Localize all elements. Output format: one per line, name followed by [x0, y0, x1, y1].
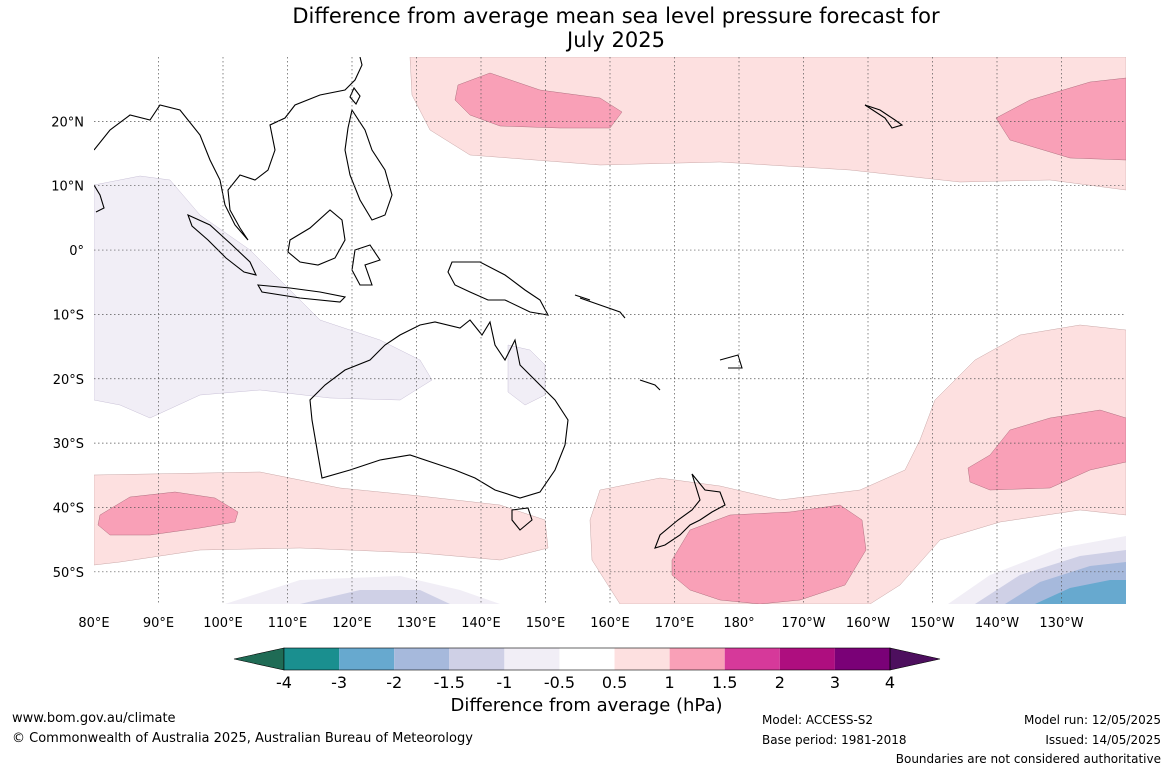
- latitude-label: 20°S: [53, 373, 84, 388]
- colorbar-title: Difference from average (hPa): [450, 695, 723, 716]
- latitude-label: 40°S: [53, 501, 84, 516]
- colorbar-swatch: [284, 648, 340, 670]
- new-zealand-coastline: [654, 473, 726, 549]
- longitude-label: 80°E: [78, 616, 109, 631]
- colorbar-tick-label: -3: [331, 673, 347, 692]
- colorbar-swatch: [394, 648, 450, 670]
- latitude-label: 50°S: [53, 566, 84, 581]
- sumatra-coastline: [187, 213, 257, 276]
- longitude-label: 160°E: [590, 616, 630, 631]
- colorbar-tick-label: 0.5: [602, 673, 627, 692]
- anomaly-region-positive-north: [409, 57, 1126, 191]
- latitude-labels: 20°N 10°N 0° 10°S 20°S 30°S 40°S 50°S: [51, 115, 84, 580]
- australia-coastline: [309, 319, 569, 499]
- anomaly-region-north-west-core: [454, 72, 623, 129]
- anomaly-region-south-west-core: [97, 491, 239, 536]
- colorbar-swatch: [504, 648, 560, 670]
- base-period-text: Base period: 1981-2018: [762, 733, 907, 747]
- latitude-label: 10°S: [53, 308, 84, 323]
- java-coastline: [256, 284, 347, 303]
- title-line-1: Difference from average mean sea level p…: [292, 4, 940, 28]
- new-guinea-coastline: [447, 261, 550, 316]
- issued-text: Issued: 14/05/2025: [1045, 733, 1161, 747]
- longitude-label: 150°W: [910, 616, 954, 631]
- colorbar-swatch: [779, 648, 835, 670]
- taiwan-coastline: [349, 86, 361, 105]
- longitude-label: 130°E: [397, 616, 437, 631]
- sulawesi-coastline: [351, 244, 381, 286]
- colorbar-frame: [283, 647, 891, 671]
- colorbar-tick-label: 4: [885, 673, 895, 692]
- anomaly-region-tasman-core: [671, 504, 867, 604]
- colorbar-swatch: [669, 648, 725, 670]
- anomaly-region-south-east-negative-4: [1035, 580, 1126, 604]
- colorbar-tick-label: 2: [775, 673, 785, 692]
- graticule: [94, 57, 1126, 604]
- longitude-label: 130°W: [1039, 616, 1083, 631]
- longitude-label: 120°E: [332, 616, 372, 631]
- colorbar-tick-label: 3: [830, 673, 840, 692]
- colorbar: -4 -3 -2 -1.5 -1 -0.5 0.5 1 1.5 2 3 4: [233, 647, 941, 692]
- model-run-text: Model run: 12/05/2025: [1023, 713, 1161, 727]
- longitude-label: 140°W: [975, 616, 1019, 631]
- anomaly-region-south-negative-2: [300, 590, 450, 604]
- colorbar-swatch: [614, 648, 670, 670]
- colorbar-swatch: [834, 648, 890, 670]
- longitude-label: 150°E: [526, 616, 566, 631]
- longitude-label: 180°: [723, 616, 754, 631]
- longitude-label: 100°E: [203, 616, 243, 631]
- colorbar-tick-label: 1: [665, 673, 675, 692]
- colorbar-swatch: [449, 648, 505, 670]
- longitude-label: 90°E: [143, 616, 174, 631]
- colorbar-swatch: [724, 648, 780, 670]
- anomaly-region-south-east-core: [967, 409, 1126, 491]
- colorbar-tick-label: -1.5: [434, 673, 465, 692]
- longitude-label: 160°W: [846, 616, 890, 631]
- longitude-label: 170°E: [655, 616, 695, 631]
- anomaly-shading: [94, 57, 1126, 604]
- anomaly-region-negative-west: [94, 175, 433, 419]
- colorbar-swatch: [559, 648, 615, 670]
- mainland-asia-coastline: [94, 57, 363, 241]
- hawaii-coastline: [864, 104, 904, 129]
- title-line-2: July 2025: [567, 28, 665, 52]
- longitude-label: 110°E: [268, 616, 308, 631]
- map-title: Difference from average mean sea level p…: [0, 4, 1173, 52]
- colorbar-tick-label: -4: [276, 673, 292, 692]
- anomaly-region-negative-east-aus: [507, 344, 546, 406]
- tasmania-coastline: [511, 507, 533, 531]
- colorbar-tick-label: -1: [496, 673, 512, 692]
- vanuatu-fiji: [639, 354, 743, 391]
- copyright-text: © Commonwealth of Australia 2025, Austra…: [12, 731, 473, 746]
- boundaries-disclaimer: Boundaries are not considered authoritat…: [895, 752, 1161, 766]
- latitude-label: 0°: [69, 244, 84, 259]
- website-link[interactable]: www.bom.gov.au/climate: [12, 711, 176, 726]
- longitude-label: 140°E: [461, 616, 501, 631]
- model-text: Model: ACCESS-S2: [762, 713, 874, 727]
- longitude-label: 170°W: [781, 616, 825, 631]
- longitude-labels: 80°E 90°E 100°E 110°E 120°E 130°E 140°E 150°E 16…: [78, 616, 1083, 631]
- latitude-label: 10°N: [51, 180, 84, 195]
- colorbar-tick-label: -0.5: [544, 673, 575, 692]
- colorbar-tick-label: 1.5: [712, 673, 737, 692]
- colorbar-swatch: [339, 648, 395, 670]
- latitude-label: 30°S: [53, 437, 84, 452]
- colorbar-tick-label: -2: [386, 673, 402, 692]
- india-coastline: [94, 184, 105, 213]
- solomons: [574, 294, 626, 319]
- philippines-coastline: [344, 108, 393, 221]
- borneo-coastline: [287, 209, 346, 266]
- colorbar-extend-low: [233, 647, 285, 671]
- latitude-label: 20°N: [51, 115, 84, 130]
- anomaly-region-positive-south: [94, 471, 549, 566]
- coastlines: [94, 57, 904, 549]
- colorbar-extend-high: [889, 647, 941, 671]
- anomaly-region-north-east-core: [995, 77, 1126, 161]
